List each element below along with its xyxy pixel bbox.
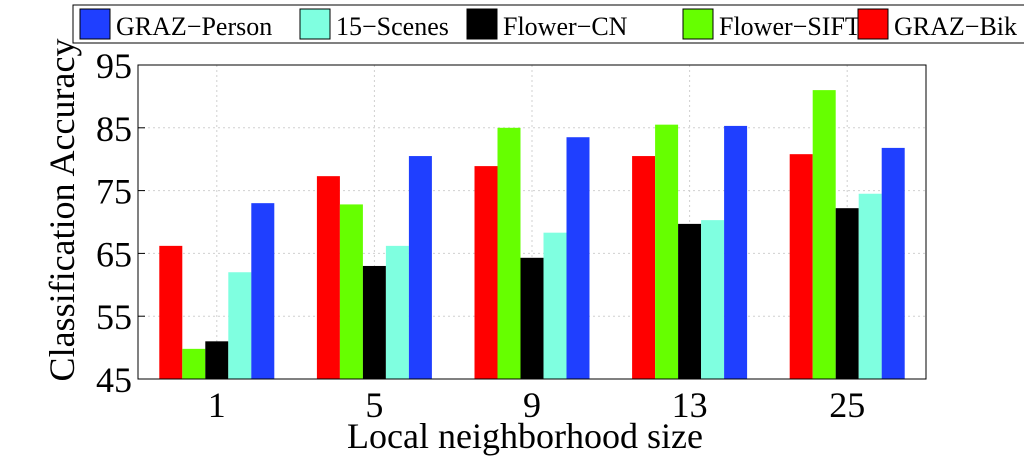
bar-15-scenes-13	[701, 220, 725, 379]
x-axis-ticks: 1 5 9 13 25	[208, 372, 865, 425]
x-tick-label: 9	[523, 385, 541, 425]
x-tick-label: 25	[829, 385, 865, 425]
bar-flower-sift-13	[655, 124, 679, 379]
y-tick-label: 95	[96, 46, 132, 86]
bar-graz-bike-13	[632, 156, 656, 379]
bar-graz-bike-1	[159, 245, 183, 379]
bar-flower-cn-9	[520, 257, 544, 379]
bar-flower-cn-1	[205, 341, 229, 379]
bars	[159, 90, 905, 380]
bar-flower-sift-5	[339, 204, 363, 379]
bar-graz-bike-25	[789, 154, 813, 379]
bar-15-scenes-5	[385, 245, 409, 379]
legend: GRAZ−Person 15−Scenes Flower−CN Flower−SIFT…	[72, 4, 1024, 44]
x-tick-label: 13	[672, 385, 708, 425]
legend-swatch-flower-cn	[466, 8, 498, 40]
y-tick-label: 65	[96, 234, 132, 274]
bar-15-scenes-9	[543, 232, 567, 379]
bar-flower-sift-25	[812, 90, 836, 380]
legend-swatch-graz-bike	[857, 8, 889, 40]
bar-flower-sift-9	[497, 127, 521, 379]
y-tick-label: 45	[96, 360, 132, 400]
legend-label-graz-bike: GRAZ−Bik	[894, 12, 1017, 41]
x-tick-label: 1	[208, 385, 226, 425]
legend-label-graz-person: GRAZ−Person	[116, 12, 272, 41]
y-tick-label: 75	[96, 172, 132, 212]
bar-15-scenes-1	[228, 272, 252, 379]
bar-graz-person-25	[881, 147, 905, 379]
bar-graz-person-13	[724, 125, 748, 379]
legend-label-15-scenes: 15−Scenes	[336, 12, 449, 41]
bar-flower-sift-1	[182, 348, 206, 379]
legend-swatch-graz-person	[79, 8, 111, 40]
bar-graz-person-1	[251, 203, 275, 379]
bar-flower-cn-13	[678, 223, 702, 379]
bar-flower-cn-5	[362, 265, 386, 379]
bar-flower-cn-25	[835, 208, 859, 379]
legend-label-flower-sift: Flower−SIFT	[719, 12, 861, 41]
x-axis-label: Local neighborhood size	[347, 416, 703, 456]
bar-15-scenes-25	[858, 193, 882, 379]
legend-swatch-15-scenes	[299, 8, 331, 40]
legend-swatch-flower-sift	[682, 8, 714, 40]
y-tick-label: 55	[96, 297, 132, 337]
bar-graz-person-9	[566, 137, 590, 379]
bar-graz-bike-9	[474, 166, 498, 379]
y-axis-ticks: 45 55 65 75 85 95	[96, 46, 145, 400]
y-axis-label: Classification Accuracy	[42, 39, 82, 382]
legend-label-flower-cn: Flower−CN	[503, 12, 628, 41]
bar-graz-bike-5	[316, 176, 340, 379]
x-tick-label: 5	[365, 385, 383, 425]
y-tick-label: 85	[96, 109, 132, 149]
bar-graz-person-5	[408, 156, 432, 379]
